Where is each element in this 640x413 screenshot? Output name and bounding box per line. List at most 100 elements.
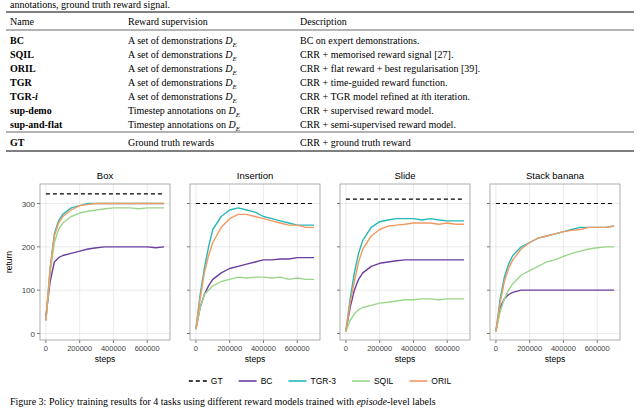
plot-frame bbox=[40, 184, 170, 340]
axis-label: return bbox=[4, 251, 14, 273]
tick bbox=[37, 246, 40, 247]
axis-label: steps bbox=[245, 354, 265, 364]
grid-line bbox=[447, 184, 448, 340]
tick bbox=[187, 290, 190, 291]
series-group bbox=[46, 194, 164, 321]
grid-line bbox=[229, 184, 230, 340]
figure: annotations, ground truth reward signal.… bbox=[0, 0, 640, 413]
tick bbox=[597, 340, 598, 343]
panel: 0200000400000600000Stack bananasteps bbox=[487, 170, 620, 364]
axis-label: steps bbox=[395, 354, 415, 364]
tick bbox=[563, 340, 564, 343]
tick bbox=[379, 340, 380, 343]
tick bbox=[113, 340, 114, 343]
series-line bbox=[496, 226, 614, 331]
text-segment: Timestep annotations on bbox=[128, 105, 228, 116]
text-segment: E bbox=[235, 125, 241, 133]
series-line bbox=[196, 214, 314, 329]
tick bbox=[263, 340, 264, 343]
plot-frame bbox=[340, 184, 470, 340]
tick bbox=[447, 340, 448, 343]
axis-label: steps bbox=[95, 354, 115, 364]
text-segment: A set of demonstrations bbox=[128, 49, 225, 60]
grid-line bbox=[190, 333, 320, 334]
series-line bbox=[496, 290, 614, 331]
tick-label: 0 bbox=[344, 344, 348, 353]
legend-swatch bbox=[409, 380, 427, 382]
text-segment: th iteration. bbox=[424, 91, 470, 102]
grid-line bbox=[345, 184, 346, 340]
table-cell: ORIL bbox=[10, 63, 36, 74]
legend-label: ORIL bbox=[431, 376, 451, 386]
grid-line bbox=[490, 203, 620, 204]
tick bbox=[195, 340, 196, 343]
text-segment: E bbox=[235, 111, 241, 119]
table-cell: A set of demonstrations DE bbox=[128, 63, 237, 77]
legend-label: GT bbox=[211, 376, 223, 386]
table-cell: A set of demonstrations DE bbox=[128, 77, 237, 91]
table-rule bbox=[6, 12, 634, 13]
grid-line bbox=[195, 184, 196, 340]
series-line bbox=[46, 193, 164, 194]
table-cell: CRR + flat reward + best regularisation … bbox=[300, 63, 480, 74]
table-rule bbox=[6, 30, 634, 31]
tick bbox=[529, 340, 530, 343]
series-line bbox=[46, 247, 164, 316]
legend-swatch bbox=[189, 380, 207, 382]
tick-label: 600000 bbox=[435, 344, 460, 353]
series-line bbox=[346, 219, 464, 332]
tick bbox=[45, 340, 46, 343]
grid-line bbox=[79, 184, 80, 340]
tick-label: 600000 bbox=[585, 344, 610, 353]
tick-label: 300 bbox=[22, 200, 36, 209]
tick-label: 400000 bbox=[101, 344, 126, 353]
text-segment: TGR- bbox=[10, 91, 35, 102]
text-segment: A set of demonstrations bbox=[128, 63, 225, 74]
table-header: Name bbox=[10, 16, 34, 27]
plot-frame bbox=[490, 184, 620, 340]
series-line bbox=[46, 204, 164, 321]
tick-label: 200 bbox=[22, 243, 36, 252]
text-segment: Figure 3: Policy training results for 4 … bbox=[10, 396, 356, 407]
caption: Figure 3: Policy training results for 4 … bbox=[10, 396, 436, 407]
panel-title: Box bbox=[97, 170, 114, 181]
table-cell: A set of demonstrations DE bbox=[128, 49, 237, 63]
series-line bbox=[46, 208, 164, 321]
grid-line bbox=[340, 246, 470, 247]
table-cell: TGR bbox=[10, 77, 32, 88]
text-segment: A set of demonstrations bbox=[128, 91, 225, 102]
tick bbox=[495, 340, 496, 343]
table-cell: sup-and-flat bbox=[10, 119, 63, 130]
series-line bbox=[346, 199, 464, 200]
tick bbox=[187, 246, 190, 247]
tick bbox=[147, 340, 148, 343]
table-cell: CRR + supervised reward model. bbox=[300, 105, 434, 116]
table-cell: sup-demo bbox=[10, 105, 52, 116]
table-cell: Ground truth rewards bbox=[128, 137, 214, 148]
legend-label: TGR-3 bbox=[310, 376, 336, 386]
grid-line bbox=[340, 333, 470, 334]
grid-line bbox=[597, 184, 598, 340]
grid-line bbox=[379, 184, 380, 340]
tick-label: 600000 bbox=[135, 344, 160, 353]
legend-label: SQIL bbox=[374, 376, 394, 386]
grid-line bbox=[40, 290, 170, 291]
table-header: Description bbox=[300, 16, 347, 27]
legend-label: BC bbox=[261, 376, 273, 386]
tick bbox=[487, 246, 490, 247]
grid-line bbox=[190, 246, 320, 247]
grid-line bbox=[340, 203, 470, 204]
tick-label: 200000 bbox=[67, 344, 92, 353]
grid-line bbox=[529, 184, 530, 340]
tick-label: 400000 bbox=[401, 344, 426, 353]
tick bbox=[37, 333, 40, 334]
tick bbox=[337, 333, 340, 334]
tick bbox=[413, 340, 414, 343]
tick-label: 0 bbox=[31, 330, 36, 339]
table-cell: Timestep annotations on DE bbox=[128, 119, 241, 133]
tick-label: 200000 bbox=[367, 344, 392, 353]
plot-background bbox=[490, 184, 620, 340]
tick-label: 0 bbox=[44, 344, 48, 353]
plot-background bbox=[340, 184, 470, 340]
tick bbox=[79, 340, 80, 343]
